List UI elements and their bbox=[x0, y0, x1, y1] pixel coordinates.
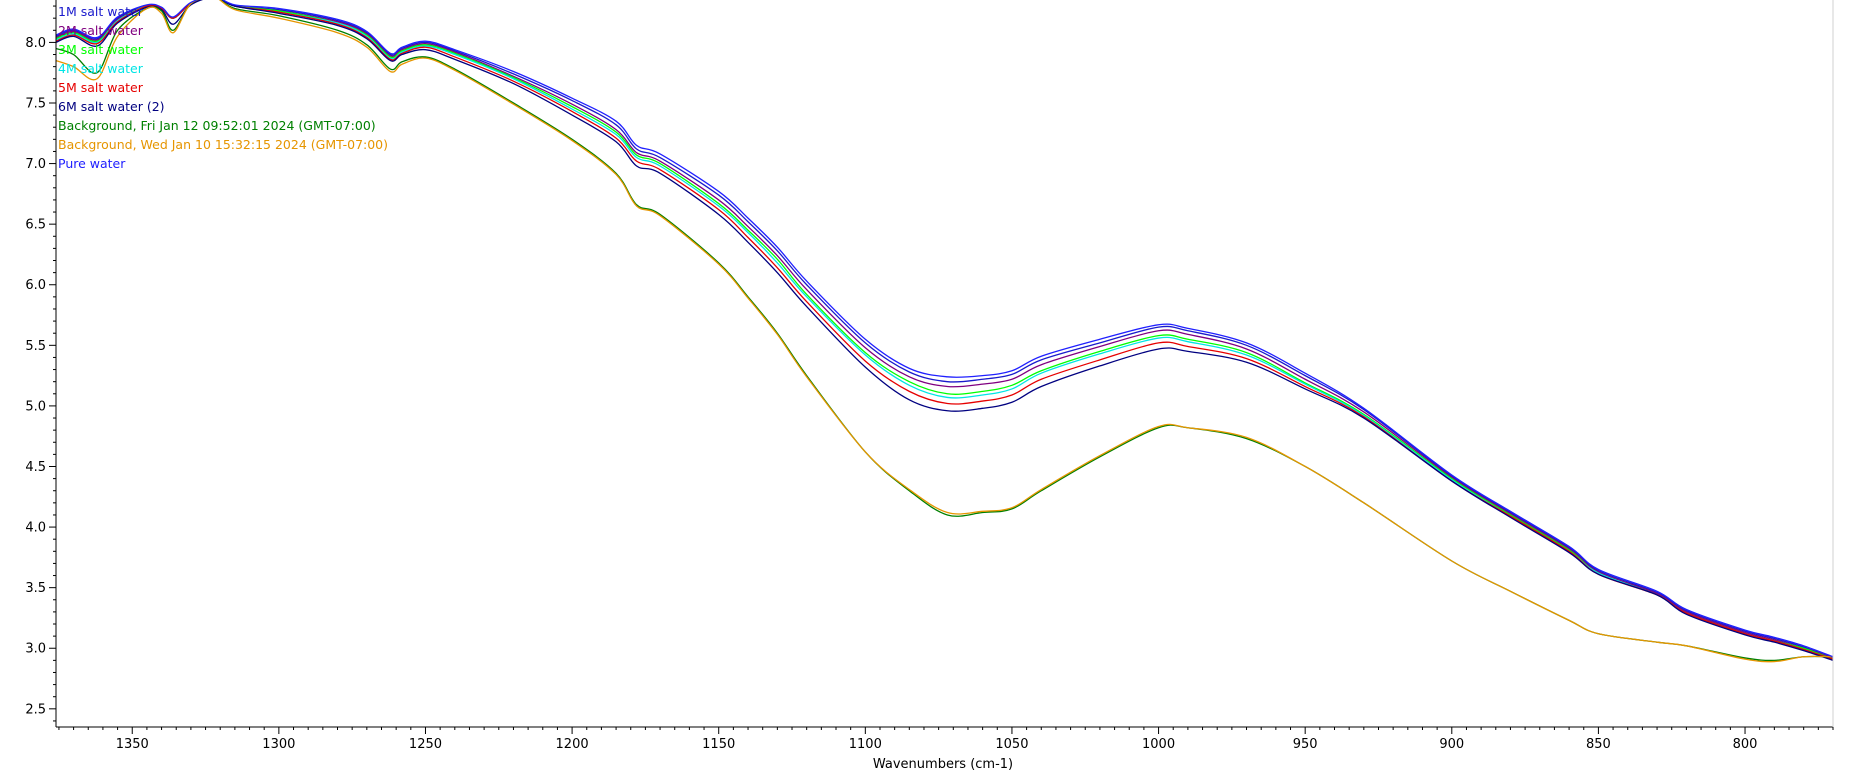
legend-entry: 4M salt water bbox=[58, 61, 144, 76]
series-line-9 bbox=[55, 0, 1834, 658]
y-tick-label: 4.5 bbox=[25, 460, 46, 475]
series-line-1 bbox=[55, 0, 1834, 659]
x-tick-label: 950 bbox=[1293, 737, 1318, 752]
y-tick-label: 2.5 bbox=[25, 702, 46, 717]
y-tick-label: 3.5 bbox=[25, 581, 46, 596]
x-tick-label: 1300 bbox=[262, 737, 295, 752]
legend-entry: Background, Wed Jan 10 15:32:15 2024 (GM… bbox=[58, 137, 388, 152]
x-tick-label: 1200 bbox=[556, 737, 589, 752]
legend-entry: 6M salt water (2) bbox=[58, 99, 165, 114]
legend-entry: 3M salt water bbox=[58, 42, 144, 57]
x-tick-label: 1250 bbox=[409, 737, 442, 752]
y-tick-label: 5.0 bbox=[25, 399, 46, 414]
series-line-3 bbox=[55, 0, 1834, 660]
x-tick-label: 850 bbox=[1586, 737, 1611, 752]
y-tick-label: 4.0 bbox=[25, 521, 46, 536]
legend-entry: 1M salt water bbox=[58, 4, 144, 19]
x-axis-label: Wavenumbers (cm-1) bbox=[873, 757, 1013, 772]
series-line-2 bbox=[55, 0, 1834, 659]
series-line-8 bbox=[55, 0, 1834, 663]
series-line-5 bbox=[55, 0, 1834, 660]
y-tick-label: 5.5 bbox=[25, 339, 46, 354]
series-line-6 bbox=[55, 0, 1834, 661]
axes-layer: 1350 1300 1250 1200 1150 1100 1050 1000 950 900 85… bbox=[25, 0, 1834, 752]
y-tick-label: 6.5 bbox=[25, 218, 46, 233]
x-tick-label: 1050 bbox=[995, 737, 1028, 752]
x-tick-label: 1150 bbox=[702, 737, 735, 752]
legend-entry: 2M salt water bbox=[58, 23, 144, 38]
x-tick-label: 1350 bbox=[116, 737, 149, 752]
y-tick-label: 8.0 bbox=[25, 36, 46, 51]
x-tick-label: 900 bbox=[1439, 737, 1464, 752]
x-tick-label: 800 bbox=[1733, 737, 1758, 752]
y-ticks: 2.5 3.0 3.5 4.0 4.5 5.0 5.5 6.0 6.5 7.0 7.5 8.0 bbox=[25, 5, 56, 722]
x-tick-label: 1100 bbox=[849, 737, 882, 752]
y-tick-label: 7.0 bbox=[25, 157, 46, 172]
y-tick-label: 3.0 bbox=[25, 642, 46, 657]
legend: 1M salt water 2M salt water 3M salt water 4… bbox=[58, 4, 388, 171]
x-ticks: 1350 1300 1250 1200 1150 1100 1050 1000 950 900 85… bbox=[58, 727, 1834, 752]
legend-entry: 5M salt water bbox=[58, 80, 144, 95]
y-tick-label: 7.5 bbox=[25, 96, 46, 111]
legend-entry: Background, Fri Jan 12 09:52:01 2024 (GM… bbox=[58, 118, 376, 133]
x-tick-label: 1000 bbox=[1142, 737, 1175, 752]
legend-entry: Pure water bbox=[58, 156, 126, 171]
y-tick-label: 6.0 bbox=[25, 278, 46, 293]
series-layer bbox=[55, 0, 1834, 663]
